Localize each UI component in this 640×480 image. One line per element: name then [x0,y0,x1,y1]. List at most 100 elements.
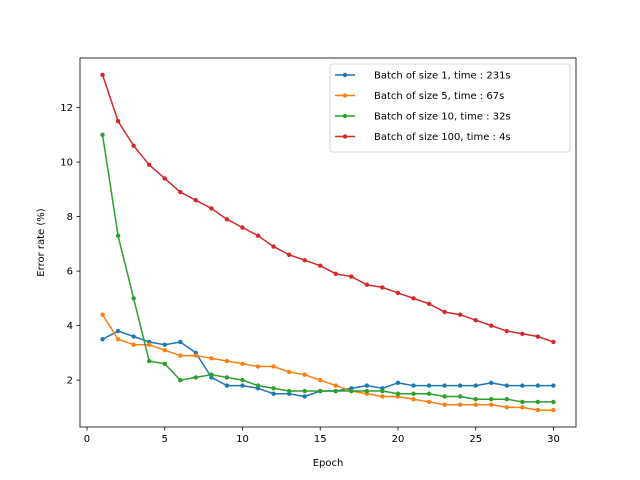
x-tick-label: 20 [392,434,405,445]
series-4-point [224,217,230,222]
y-tick-label: 2 [67,376,73,387]
axes: 0 5 10 15 20 25 30 2 4 6 8 10 12 [60,57,577,445]
x-tick-label: 0 [84,434,90,445]
y-tick-label: 10 [60,158,73,169]
series-3-point [146,358,152,364]
series-4-point [380,285,385,290]
series-2-point [504,405,510,410]
legend-label: Batch of size 100, time : 4s [374,132,511,143]
series-1-point [457,383,463,388]
series-4-point [333,271,338,277]
series-1-point [271,391,276,396]
series-1-point [224,383,230,388]
series-3-point [100,132,105,138]
legend-label: Batch of size 5, time : 67s [374,91,504,102]
series-3-point [209,372,214,377]
legend-label: Batch of size 10, time : 32s [374,112,511,123]
series-3-point [473,397,478,402]
series-3-point [115,233,121,238]
series-4-point [240,225,245,230]
series-2-point [224,358,230,364]
plot-area [100,72,556,413]
y-axis-label: Error rate (%) [36,208,47,276]
series-4-point [473,317,478,323]
series-3-point [520,399,525,405]
series-2-point [193,353,199,358]
series-3-point [380,388,385,394]
series-1-point [535,383,541,388]
series-1-point [162,342,167,347]
series-2-point [411,397,416,402]
series-2-point [442,402,447,407]
y-tick-label: 6 [67,267,73,278]
series-4-point [302,258,307,263]
series-4-point [551,339,556,345]
y-tick-label: 12 [60,103,73,114]
series-3-line [101,133,555,403]
series-2-point [100,312,105,317]
series-2-line [101,313,555,411]
series-2-point [302,372,307,377]
series-4-point [457,312,463,317]
series-3-point [286,388,292,394]
legend: Batch of size 1, time : 231s Batch of siz… [329,63,571,153]
series-2-point [333,383,338,388]
series-1-point [178,339,183,345]
x-tick-label: 5 [162,434,168,445]
series-4-point [100,72,105,78]
series-3-point [178,377,183,383]
series-4-point [255,233,261,238]
x-axis-label: Epoch [313,458,344,469]
series-4-point [271,244,276,249]
series-4-point [364,282,370,287]
series-4-point [535,334,541,339]
legend-swatch-marker [342,134,348,139]
series-4-point [520,331,525,336]
series-4-point [178,189,183,195]
series-1-point [302,394,307,399]
series-4-point [504,328,510,334]
series-3-point [426,391,432,396]
series-2-point [457,402,463,407]
series-2-point [209,356,214,361]
series-2-point [380,394,385,399]
series-1-point [473,383,478,388]
series-4-point [349,274,354,279]
series-2-point [318,377,323,383]
series-1-point [100,337,105,342]
x-tick-label: 30 [547,434,560,445]
series-4-point [146,162,152,168]
series-3-point [535,399,541,405]
series-3-point [318,388,323,394]
series-3-point [255,383,261,388]
series-2-point [551,407,556,413]
series-3 [100,132,556,405]
series-2-point [255,364,261,369]
series-2-point [426,399,432,405]
series-1-point [240,383,245,388]
series-3-point [457,394,463,399]
series-2-point [115,337,121,342]
x-tick-label: 10 [236,434,249,445]
legend-swatch-marker [342,72,348,78]
series-1-point [411,383,416,388]
series-2-point [520,405,525,410]
series-4-point [426,301,432,307]
series-4-point [115,119,121,124]
series-1-point [520,383,525,388]
y-tick-label: 8 [67,212,73,223]
y-tick-label: 4 [67,321,73,332]
legend-swatch-marker [342,93,348,98]
series-3-point [551,399,556,405]
series-2-point [146,342,152,347]
series-4-point [193,198,199,203]
series-3-point [131,296,136,301]
series-4-point [209,206,214,211]
x-tick-label: 25 [469,434,482,445]
series-2-point [240,361,245,366]
series-1-point [131,334,136,339]
series-3-point [302,388,307,394]
series-1-point [504,383,510,388]
series-2 [100,312,556,413]
